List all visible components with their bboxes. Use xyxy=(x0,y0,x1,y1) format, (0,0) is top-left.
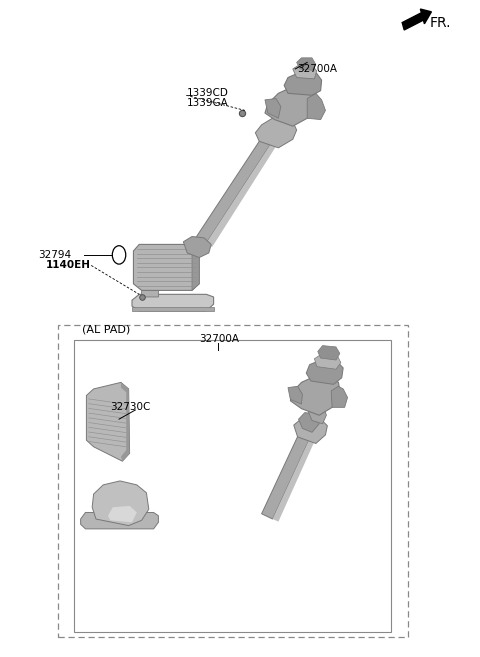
Text: (AL PAD): (AL PAD) xyxy=(82,325,130,335)
Polygon shape xyxy=(297,58,316,70)
FancyArrow shape xyxy=(402,9,432,30)
Polygon shape xyxy=(290,376,341,415)
Polygon shape xyxy=(86,382,130,461)
Polygon shape xyxy=(331,386,348,407)
Polygon shape xyxy=(262,428,312,519)
Polygon shape xyxy=(293,64,317,79)
Text: 1339GA: 1339GA xyxy=(187,98,229,108)
Polygon shape xyxy=(299,413,319,432)
Polygon shape xyxy=(288,386,302,404)
Polygon shape xyxy=(92,481,149,526)
Polygon shape xyxy=(318,346,340,360)
Polygon shape xyxy=(121,382,130,461)
Text: 1339CD: 1339CD xyxy=(187,88,229,99)
Polygon shape xyxy=(306,360,343,384)
Text: 32794: 32794 xyxy=(38,250,72,260)
Polygon shape xyxy=(205,125,288,247)
Text: 32700A: 32700A xyxy=(199,334,239,344)
Bar xyxy=(74,340,391,632)
Polygon shape xyxy=(194,120,283,244)
Polygon shape xyxy=(142,286,158,297)
Polygon shape xyxy=(132,307,214,311)
Polygon shape xyxy=(255,117,297,148)
Text: 32700A: 32700A xyxy=(298,64,337,74)
Polygon shape xyxy=(183,237,211,258)
Polygon shape xyxy=(307,93,325,120)
Polygon shape xyxy=(308,406,326,424)
Polygon shape xyxy=(265,87,317,126)
Polygon shape xyxy=(284,72,322,95)
Text: FR.: FR. xyxy=(430,16,451,30)
Bar xyxy=(58,325,408,637)
Polygon shape xyxy=(108,506,137,522)
Polygon shape xyxy=(314,353,341,369)
Polygon shape xyxy=(132,294,214,311)
Polygon shape xyxy=(133,244,199,290)
Polygon shape xyxy=(273,434,317,522)
Polygon shape xyxy=(192,244,199,290)
Text: 1140EH: 1140EH xyxy=(46,260,91,271)
Polygon shape xyxy=(294,417,327,443)
Polygon shape xyxy=(265,99,281,118)
Text: 32730C: 32730C xyxy=(110,402,151,413)
Polygon shape xyxy=(81,512,158,529)
